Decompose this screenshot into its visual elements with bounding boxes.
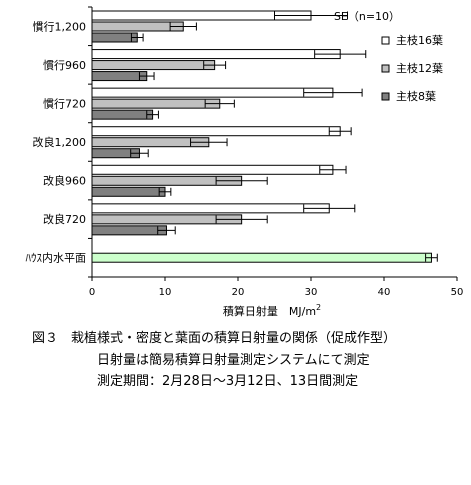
- bar: [91, 49, 341, 60]
- x-tick-label: 20: [232, 287, 245, 298]
- x-tick-label: 10: [159, 287, 172, 298]
- x-tick-label: 30: [305, 287, 318, 298]
- bar: [91, 186, 166, 197]
- figure-caption-title: 図３ 栽植様式・密度と葉面の積算日射量の関係（促成作型）: [32, 331, 397, 346]
- category-label: 慣行720: [43, 96, 86, 110]
- bar: [91, 109, 154, 120]
- category-label: ﾊｳｽ内水平面: [26, 251, 87, 265]
- x-tick-label: 40: [378, 287, 391, 298]
- figure-caption-line1: 日射量は簡易積算日射量測定システムにて測定: [97, 353, 370, 368]
- legend-label: 主枝8葉: [396, 89, 436, 103]
- bar: [91, 21, 184, 32]
- bar: [91, 60, 216, 71]
- bar: [91, 87, 334, 98]
- legend-label: 主枝12葉: [396, 61, 443, 75]
- bar: [91, 252, 432, 263]
- category-label: 改良1,200: [33, 135, 87, 149]
- legend-swatch: [381, 92, 390, 101]
- legend-swatch: [381, 36, 390, 45]
- category-label: 改良960: [43, 174, 86, 188]
- category-label: 慣行1,200: [33, 19, 87, 33]
- se-note: SE（n=10）: [334, 10, 400, 23]
- x-tick-label: 50: [451, 287, 464, 298]
- bar: [91, 203, 330, 214]
- category-label: 改良720: [43, 212, 86, 226]
- x-tick-label: 0: [89, 287, 95, 298]
- bar: [91, 164, 334, 175]
- category-label: 慣行960: [43, 58, 86, 72]
- bar: [91, 32, 138, 43]
- legend-label: 主枝16葉: [396, 33, 443, 47]
- x-axis-label: 積算日射量 MJ/m2: [223, 303, 321, 318]
- bar: [91, 71, 148, 82]
- bar: [91, 225, 167, 236]
- legend-swatch: [381, 64, 390, 73]
- bar: [91, 126, 341, 137]
- figure-caption-line2: 測定期間：2月28日～3月12日、13日間測定: [97, 374, 359, 389]
- bar: [91, 98, 221, 109]
